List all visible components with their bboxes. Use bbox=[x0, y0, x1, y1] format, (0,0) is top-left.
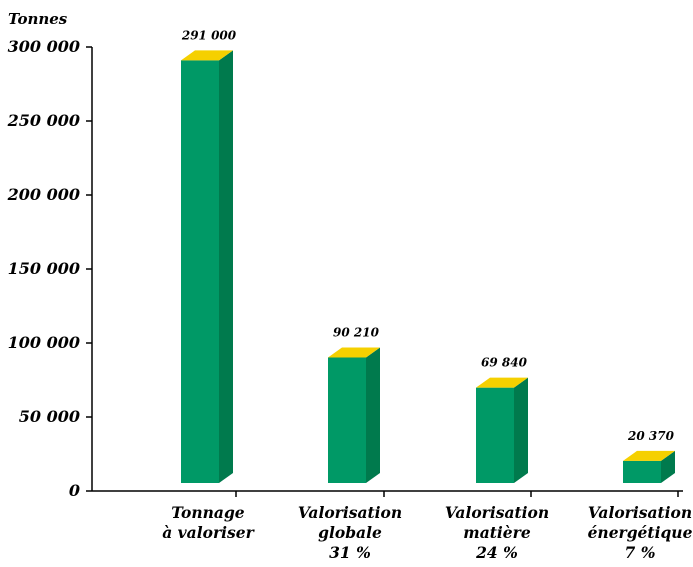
data-label: 291 000 bbox=[181, 28, 237, 42]
x-tick-label-line: 7 % bbox=[625, 543, 656, 562]
y-tick-label: 100 000 bbox=[8, 333, 80, 352]
bar-front bbox=[328, 357, 366, 483]
x-tick-label-line: globale bbox=[318, 523, 382, 542]
y-tick-label: 200 000 bbox=[7, 185, 80, 204]
bar bbox=[476, 377, 528, 483]
y-tick-label: 50 000 bbox=[19, 407, 80, 426]
labels: 0 50 000 100 000 150 000 200 000 250 000 300 0… bbox=[7, 10, 693, 562]
x-tick-label-line: Valorisation bbox=[298, 503, 402, 522]
y-tick-label: 250 000 bbox=[7, 111, 80, 130]
y-tick-label: 150 000 bbox=[8, 259, 80, 278]
x-tick-label: Tonnage à valoriser bbox=[162, 503, 255, 542]
x-tick-label-line: 24 % bbox=[475, 543, 518, 562]
x-tick-label-line: à valoriser bbox=[162, 523, 255, 542]
y-tick-label: 300 000 bbox=[8, 37, 80, 56]
axes bbox=[86, 46, 683, 497]
x-tick-label-line: Valorisation bbox=[445, 503, 549, 522]
bar-side bbox=[219, 50, 233, 483]
bar-top bbox=[476, 377, 528, 388]
bars bbox=[181, 50, 675, 483]
y-tick-label: 0 bbox=[69, 481, 80, 500]
bar-side bbox=[366, 347, 380, 483]
data-label: 20 370 bbox=[627, 429, 675, 443]
x-tick-label-line: Tonnage bbox=[171, 503, 245, 522]
x-tick-label: Valorisation énergétique 7 % bbox=[588, 503, 693, 562]
bar-front bbox=[623, 460, 661, 483]
x-tick-label-line: Valorisation bbox=[588, 503, 692, 522]
bar-side bbox=[661, 450, 675, 483]
x-tick-label: Valorisation matière 24 % bbox=[445, 503, 549, 562]
data-label: 90 210 bbox=[333, 325, 380, 339]
bar-front bbox=[181, 60, 219, 483]
bar bbox=[623, 450, 675, 483]
bar-front bbox=[476, 387, 514, 483]
bar-side bbox=[514, 377, 528, 483]
x-tick-label-line: énergétique bbox=[588, 523, 693, 542]
bar bbox=[328, 347, 380, 483]
x-tick-label-line: matière bbox=[463, 523, 531, 542]
bar-top bbox=[328, 347, 380, 358]
bar-top bbox=[623, 450, 675, 461]
x-tick-label: Valorisation globale 31 % bbox=[298, 503, 402, 562]
x-tick-label-line: 31 % bbox=[329, 543, 371, 562]
bar-top bbox=[181, 50, 233, 61]
y-axis-title: Tonnes bbox=[8, 10, 68, 28]
bar bbox=[181, 50, 233, 483]
data-label: 69 840 bbox=[481, 356, 528, 370]
